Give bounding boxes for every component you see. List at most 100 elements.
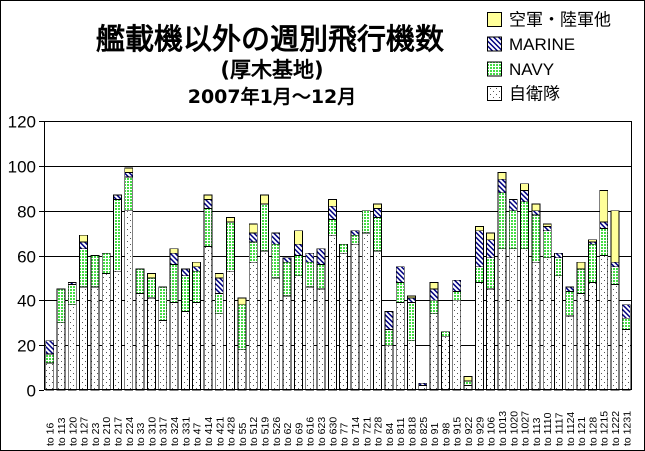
bar-segment-series-2-week-9 <box>135 268 145 295</box>
bar-stack-week-51 <box>610 210 620 391</box>
bar-segment-series-2-week-4 <box>79 248 88 288</box>
bar-segment-series-4-week-43 <box>520 183 529 191</box>
bar-segment-series-1-week-13 <box>180 311 190 391</box>
bar-segment-series-2-week-40 <box>486 257 496 290</box>
bar-segment-series-3-week-30 <box>373 208 382 218</box>
bar-segment-series-1-week-16 <box>214 313 224 391</box>
legend-swatch <box>487 12 502 27</box>
x-tick-label: to 331 <box>180 417 192 446</box>
bar-segment-series-2-week-35 <box>429 299 439 315</box>
x-tick-label: to 106 <box>486 417 498 446</box>
bar-segment-series-3-week-46 <box>554 252 563 259</box>
bar-segment-series-1-week-6 <box>101 273 111 391</box>
bar-segment-series-3-week-52 <box>621 304 631 319</box>
x-tick-label: to 623 <box>316 417 328 446</box>
bar-segment-series-2-week-44 <box>531 214 541 263</box>
bar-segment-series-2-week-1 <box>45 353 55 364</box>
bar-stack-week-18 <box>237 297 247 391</box>
x-tick-label: to 121 <box>576 417 588 446</box>
x-tick-label: to 818 <box>407 417 419 446</box>
bar-segment-series-1-week-18 <box>237 349 247 391</box>
bar-segment-series-2-week-39 <box>474 266 484 283</box>
y-tick-label: 100 <box>8 158 36 177</box>
bar-segment-series-1-week-48 <box>576 293 586 391</box>
bar-segment-series-3-week-43 <box>520 190 529 203</box>
bar-segment-series-4-week-17 <box>226 216 235 223</box>
bar-segment-series-3-week-14 <box>192 266 202 272</box>
bar-segment-series-3-week-45 <box>542 225 552 232</box>
bar-segment-series-2-week-20 <box>260 203 269 252</box>
bar-stack-week-52 <box>621 304 631 391</box>
bar-stack-week-7 <box>113 194 122 391</box>
bar-segment-series-2-week-43 <box>520 201 529 250</box>
bar-stack-week-8 <box>124 167 134 391</box>
bar-segment-series-1-week-45 <box>542 257 552 391</box>
plot-frame <box>44 121 632 390</box>
bar-segment-series-4-week-44 <box>531 203 541 212</box>
bar-segment-series-2-week-10 <box>147 277 156 299</box>
bar-segment-series-2-week-38 <box>463 380 473 386</box>
legend-swatch <box>487 86 502 102</box>
bar-segment-series-3-week-15 <box>203 199 213 209</box>
bar-stack-week-20 <box>260 194 269 391</box>
x-tick-label: to 33 <box>135 422 147 446</box>
bar-segment-series-2-week-27 <box>339 243 349 254</box>
x-tick-label: to 1124 <box>565 412 577 446</box>
y-tick-label: 120 <box>8 113 36 132</box>
chart-subtitle-period: 2007年1月～12月 <box>188 85 357 108</box>
bar-stack-week-19 <box>248 223 258 391</box>
legend: 空軍・陸軍他 MARINE NAVY 自衛隊 <box>487 11 611 104</box>
bar-segment-series-4-week-41 <box>497 172 507 180</box>
bar-segment-series-3-week-24 <box>305 252 315 263</box>
bar-segment-series-1-week-20 <box>260 250 269 391</box>
x-tick-label: to 929 <box>474 417 486 446</box>
bar-segment-series-3-week-7 <box>113 194 122 200</box>
x-tick-label: to 1231 <box>621 411 633 446</box>
x-tick-label: to 98 <box>440 422 452 446</box>
bar-segment-series-2-week-17 <box>226 221 235 272</box>
bar-segment-series-1-week-31 <box>384 344 394 391</box>
bar-stack-week-22 <box>282 257 292 391</box>
bar-segment-series-4-week-48 <box>576 261 586 270</box>
x-tick-label: to 421 <box>214 417 226 446</box>
bar-stack-week-1 <box>45 340 55 391</box>
bar-segment-series-3-week-44 <box>531 210 541 216</box>
x-tick-label: to 217 <box>113 417 125 446</box>
legend-swatch <box>487 36 502 52</box>
x-tick-label: to 1020 <box>508 411 520 446</box>
bar-segment-series-4-week-30 <box>373 203 382 209</box>
bar-segment-series-3-week-47 <box>565 286 575 292</box>
bar-segment-series-2-week-46 <box>554 257 563 277</box>
bar-stack-week-40 <box>486 232 496 391</box>
bar-stack-week-6 <box>101 252 111 391</box>
y-tick-label: 60 <box>17 248 36 267</box>
x-tick-label: to 519 <box>260 417 272 446</box>
bar-stack-week-42 <box>508 199 518 391</box>
bar-segment-series-1-week-9 <box>135 293 145 391</box>
x-tick-label: to 512 <box>248 417 260 446</box>
bar-segment-series-2-week-50 <box>599 228 609 256</box>
bar-segment-series-1-week-10 <box>147 297 156 391</box>
bar-stack-week-41 <box>497 172 507 391</box>
bar-stack-week-5 <box>90 255 100 391</box>
bar-segment-series-2-week-14 <box>192 270 202 303</box>
bar-segment-series-1-week-11 <box>158 320 168 391</box>
bar-segment-series-2-week-47 <box>565 290 575 317</box>
bar-segment-series-3-week-34 <box>418 382 428 386</box>
bar-stack-week-47 <box>565 286 575 391</box>
bar-segment-series-4-week-4 <box>79 234 88 243</box>
x-tick-label: to 77 <box>339 422 351 446</box>
legend-swatch <box>487 61 502 77</box>
bar-stack-week-28 <box>350 230 360 391</box>
bar-stack-week-13 <box>180 268 190 391</box>
bar-segment-series-3-week-3 <box>67 281 77 286</box>
bar-stack-week-27 <box>339 243 349 391</box>
x-tick-label: to 310 <box>146 417 158 446</box>
bar-segment-series-2-week-2 <box>56 288 66 324</box>
bar-segment-series-1-week-2 <box>56 322 66 391</box>
bar-segment-series-3-week-13 <box>180 268 190 277</box>
bar-segment-series-2-week-23 <box>294 255 303 277</box>
bar-segment-series-2-week-12 <box>169 264 179 303</box>
bar-segment-series-3-week-37 <box>452 279 462 292</box>
